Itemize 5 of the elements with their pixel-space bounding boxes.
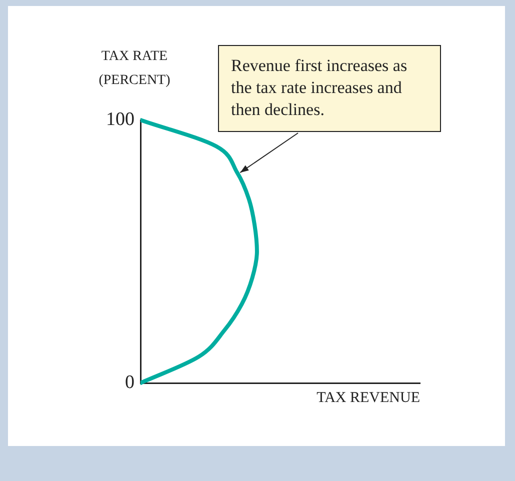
y-tick-label: 100 [106,108,134,130]
y-axis-title: TAX RATE (PERCENT) [98,49,171,88]
y-tick-label: 0 [125,372,134,393]
text: Revenue first increases as the tax rate increases and then declines. [231,56,408,119]
x-axis-title: TAX REVENUE [316,390,420,406]
